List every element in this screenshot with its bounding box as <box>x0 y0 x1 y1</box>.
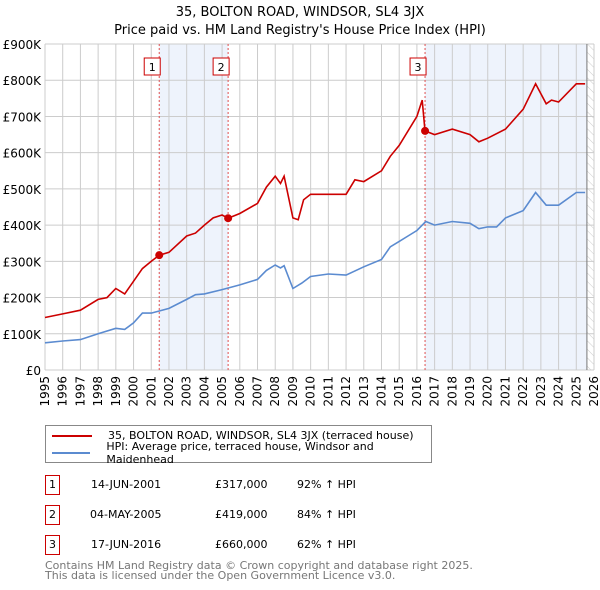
x-tick-label: 2005 <box>215 376 229 407</box>
x-tick-label: 2014 <box>374 376 388 407</box>
series-line <box>44 191 586 344</box>
legend-swatch-red <box>52 434 92 437</box>
y-tick-label: £600K <box>3 147 43 161</box>
legend: 35, BOLTON ROAD, WINDSOR, SL4 3JX (terra… <box>45 425 432 466</box>
x-tick-label: 2001 <box>144 376 158 407</box>
sale-date: 04-MAY-2005 <box>90 508 162 521</box>
x-tick-label: 2018 <box>445 376 459 407</box>
sale-date: 17-JUN-2016 <box>91 538 162 551</box>
x-tick-label: 2015 <box>392 376 406 407</box>
y-tick-label: £800K <box>3 74 43 88</box>
x-tick-label: 2007 <box>251 376 265 407</box>
title-line-2: Price paid vs. HM Land Registry's House … <box>114 23 486 38</box>
footer-line-2: This data is licensed under the Open Gov… <box>45 569 396 582</box>
sale-row: 1 14-JUN-2001 £317,000 92% ↑ HPI <box>45 475 445 495</box>
x-tick-label: 2012 <box>339 376 353 407</box>
sale-point <box>421 126 430 135</box>
x-tick-label: 1996 <box>56 376 70 407</box>
sale-marker-badge: 1 <box>45 475 60 495</box>
x-tick-label: 2017 <box>428 376 442 407</box>
y-tick-label: £400K <box>3 219 43 233</box>
sale-row: 3 17-JUN-2016 £660,000 62% ↑ HPI <box>45 535 445 555</box>
future-hatch <box>586 44 594 370</box>
x-tick-label: 2026 <box>587 376 600 407</box>
x-tick-label: 2006 <box>233 376 247 407</box>
legend-item-hpi: HPI: Average price, terraced house, Wind… <box>46 440 431 466</box>
y-tick-label: £100K <box>3 328 43 342</box>
x-tick-label: 1995 <box>38 376 52 407</box>
sale-marker-badge: 3 <box>45 535 60 555</box>
sale-price: £317,000 <box>215 478 268 491</box>
sale-price: £419,000 <box>215 508 268 521</box>
y-tick-label: £700K <box>3 110 43 124</box>
sale-marker-label: 2 <box>218 61 225 74</box>
x-tick-label: 1998 <box>91 376 105 407</box>
price-chart: £0 £100K £200K £300K £400K £500K £600K £700K £80… <box>3 38 600 407</box>
x-tick-label: 2011 <box>321 376 335 407</box>
x-tick-label: 2022 <box>516 376 530 407</box>
x-tick-label: 2004 <box>197 376 211 407</box>
sale-marker-box <box>409 57 427 76</box>
chart-title: 35, BOLTON ROAD, WINDSOR, SL4 3JX Price … <box>0 4 600 40</box>
series-line <box>44 82 586 319</box>
x-tick-label: 2019 <box>463 376 477 407</box>
y-tick-label: £200K <box>3 292 43 306</box>
x-tick-label: 2008 <box>268 376 282 407</box>
sale-marker-label: 3 <box>415 61 422 74</box>
sale-date: 14-JUN-2001 <box>91 478 162 491</box>
sale-hpi: 62% ↑ HPI <box>297 538 356 551</box>
x-tick-label: 2000 <box>127 376 141 407</box>
x-tick-label: 2009 <box>286 376 300 407</box>
x-tick-label: 2003 <box>180 376 194 407</box>
sale-marker-badge: 2 <box>45 505 60 525</box>
sale-marker-label: 1 <box>149 61 156 74</box>
x-tick-label: 1999 <box>109 376 123 407</box>
x-tick-label: 2016 <box>410 376 424 407</box>
x-tick-label: 2013 <box>357 376 371 407</box>
x-tick-label: 2025 <box>569 376 583 407</box>
legend-label: HPI: Average price, terraced house, Wind… <box>106 439 374 466</box>
footer-line-1: Contains HM Land Registry data © Crown c… <box>45 559 473 572</box>
shaded-period <box>425 44 587 370</box>
legend-label: 35, BOLTON ROAD, WINDSOR, SL4 3JX (terra… <box>108 429 414 442</box>
legend-swatch-blue <box>52 451 91 454</box>
sale-row: 2 04-MAY-2005 £419,000 84% ↑ HPI <box>45 505 445 525</box>
sale-marker-box <box>212 57 230 76</box>
sale-point <box>155 251 164 260</box>
legend-item-property: 35, BOLTON ROAD, WINDSOR, SL4 3JX (terra… <box>46 427 414 444</box>
sale-hpi: 92% ↑ HPI <box>297 478 356 491</box>
y-tick-label: £300K <box>3 255 43 269</box>
x-tick-label: 2024 <box>552 376 566 407</box>
x-tick-label: 1997 <box>73 376 87 407</box>
sale-point <box>224 214 233 223</box>
title-line-1: 35, BOLTON ROAD, WINDSOR, SL4 3JX <box>175 5 425 20</box>
x-tick-label: 2010 <box>304 376 318 407</box>
sale-price: £660,000 <box>215 538 268 551</box>
sale-hpi: 84% ↑ HPI <box>297 508 356 521</box>
y-tick-label: £900K <box>3 38 43 52</box>
x-tick-label: 2023 <box>534 376 548 407</box>
footer: Contains HM Land Registry data © Crown c… <box>45 559 473 582</box>
x-tick-label: 2002 <box>162 376 176 407</box>
sale-marker-box <box>143 57 161 76</box>
y-tick-label: £0 <box>26 364 41 378</box>
shaded-period <box>159 44 229 370</box>
x-tick-label: 2021 <box>498 376 512 407</box>
y-tick-label: £500K <box>3 183 43 197</box>
x-tick-label: 2020 <box>481 376 495 407</box>
